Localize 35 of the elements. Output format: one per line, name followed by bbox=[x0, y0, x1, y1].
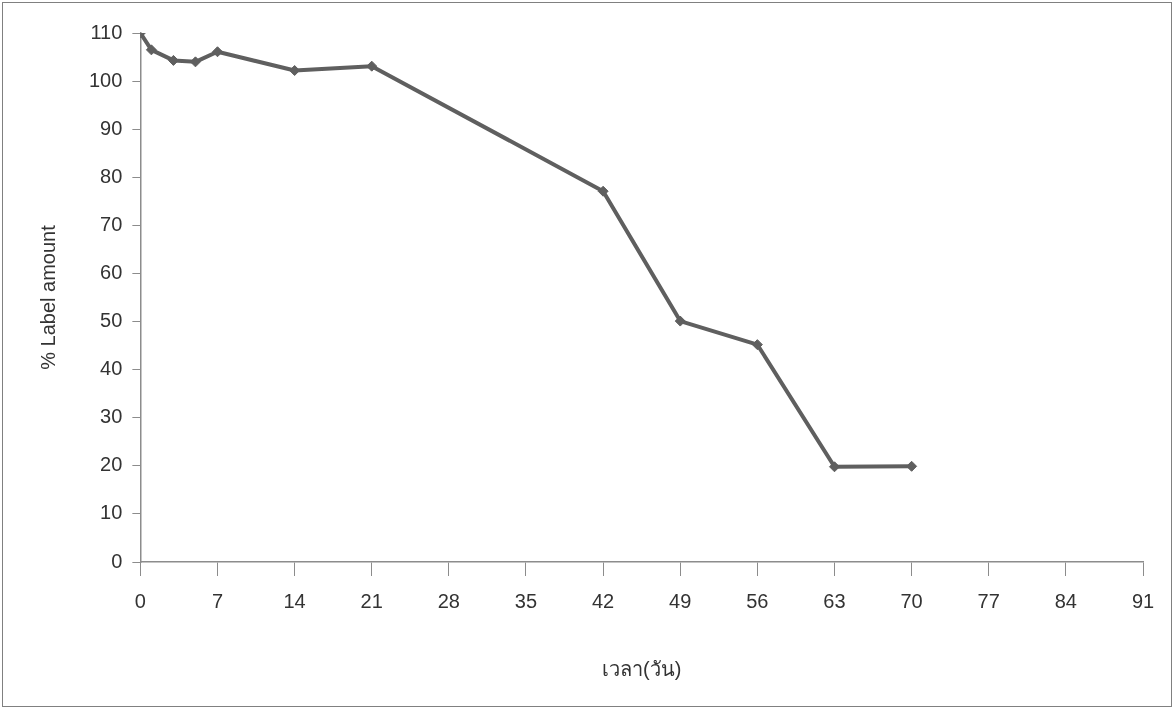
x-tick-label: 77 bbox=[977, 589, 1000, 612]
y-tick-label: 20 bbox=[100, 453, 123, 476]
y-tick-label: 10 bbox=[100, 501, 123, 524]
y-tick-label: 0 bbox=[111, 549, 123, 572]
point bbox=[597, 185, 609, 197]
x-tick-label: 70 bbox=[900, 589, 923, 612]
x-tick-label: 35 bbox=[514, 589, 538, 612]
x-tick-label: 21 bbox=[360, 589, 383, 612]
x-tick-label: 63 bbox=[823, 589, 846, 612]
point bbox=[829, 461, 840, 473]
x-tick-label: 28 bbox=[437, 589, 460, 612]
point bbox=[674, 315, 686, 327]
x-tick-label: 56 bbox=[746, 589, 769, 612]
point bbox=[212, 46, 223, 58]
x-tick-label: 84 bbox=[1054, 589, 1077, 612]
y-tick-label: 70 bbox=[100, 212, 123, 235]
y-tick-label: 60 bbox=[100, 260, 123, 283]
x-tick-label: 91 bbox=[1131, 589, 1155, 612]
y-tick-label: 40 bbox=[100, 357, 123, 380]
y-axis-title: % Label amount bbox=[36, 224, 59, 370]
x-tick-label: 0 bbox=[134, 589, 146, 612]
y-tick-label: 100 bbox=[88, 68, 123, 91]
y-tick-label: 30 bbox=[100, 405, 123, 428]
x-tick-label: 14 bbox=[283, 589, 306, 612]
y-tick-label: 80 bbox=[100, 164, 123, 187]
x-tick-label: 42 bbox=[592, 589, 615, 612]
x-tick-label: 49 bbox=[669, 589, 692, 612]
y-tick-label: 110 bbox=[90, 20, 123, 43]
y-tick-label: 90 bbox=[100, 116, 123, 139]
x-axis-title: เวลา(วัน) bbox=[602, 657, 682, 680]
x-tick-label: 7 bbox=[211, 589, 224, 612]
point bbox=[366, 60, 378, 72]
point bbox=[145, 44, 157, 56]
point bbox=[751, 339, 763, 351]
y-tick-label: 50 bbox=[100, 309, 123, 332]
